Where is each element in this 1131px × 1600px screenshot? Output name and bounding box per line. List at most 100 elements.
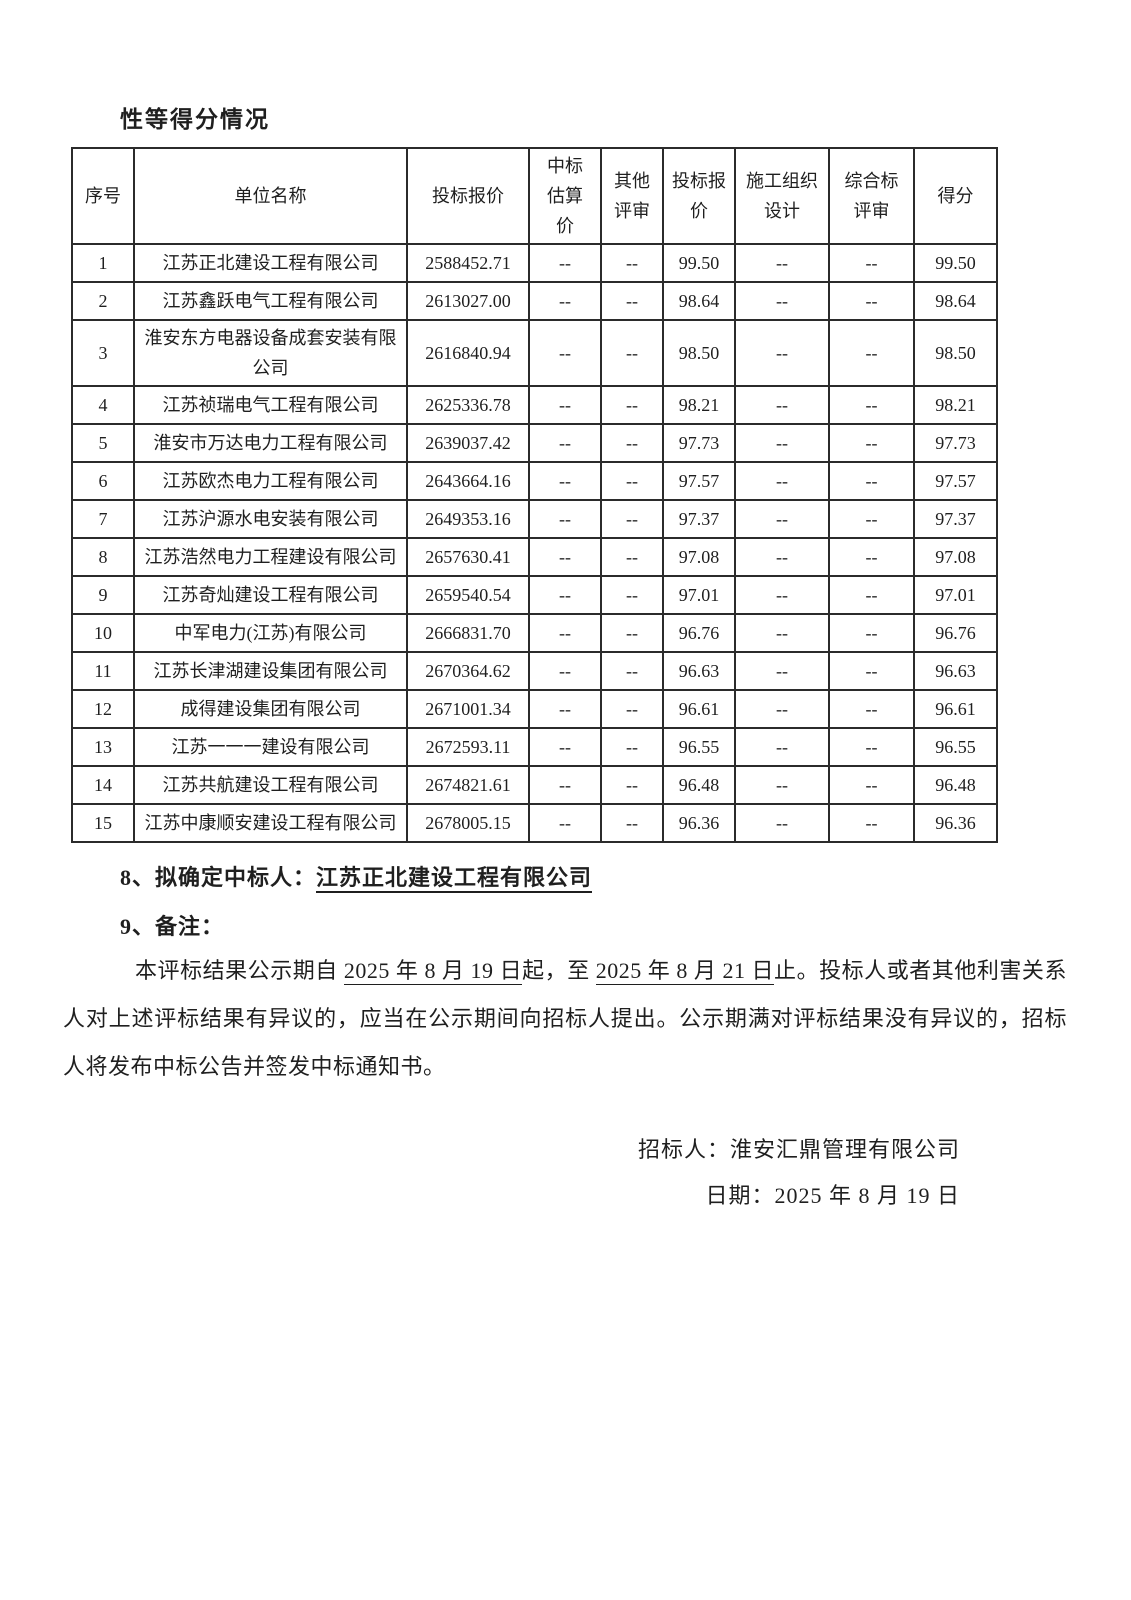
table-cell: --: [600, 575, 664, 615]
table-cell: 97.08: [913, 537, 998, 577]
table-cell: 98.21: [913, 385, 998, 425]
table-cell: 14: [71, 765, 135, 805]
table-cell: 5: [71, 423, 135, 463]
table-cell: 2672593.11: [406, 727, 530, 767]
table-cell: --: [828, 281, 915, 321]
table-cell: 96.63: [662, 651, 736, 691]
table-row: 14 江苏共航建设工程有限公司 2674821.61 -- -- 96.48 -- -- 96.…: [71, 765, 998, 805]
table-cell: 7: [71, 499, 135, 539]
table-cell: 2671001.34: [406, 689, 530, 729]
remark-label: 9、备注：: [120, 914, 225, 939]
table-cell: 97.08: [662, 537, 736, 577]
table-cell: 江苏欧杰电力工程有限公司: [133, 461, 408, 501]
table-cell: --: [828, 461, 915, 501]
table-cell: --: [528, 765, 602, 805]
table-cell: 97.73: [662, 423, 736, 463]
table-cell: 江苏中康顺安建设工程有限公司: [133, 803, 408, 843]
table-row: 2 江苏鑫跃电气工程有限公司 2613027.00 -- -- 98.64 -- -- 98.6…: [71, 281, 998, 321]
table-row: 10 中军电力(江苏)有限公司 2666831.70 -- -- 96.76 -- -- 96.…: [71, 613, 998, 653]
table-cell: --: [600, 613, 664, 653]
table-cell: 96.61: [662, 689, 736, 729]
header-construction-org-design: 施工组织 设计: [734, 147, 830, 245]
signature-block: 招标人：淮安汇鼎管理有限公司 日期：2025 年 8 月 19 日: [0, 1127, 1131, 1219]
publicity-start-date: 2025 年 8 月 19 日: [343, 958, 523, 985]
winner-line: 8、拟确定中标人：江苏正北建设工程有限公司: [120, 860, 1131, 893]
table-cell: --: [528, 499, 602, 539]
table-cell: --: [600, 727, 664, 767]
table-header: 序号 单位名称 投标报价 中标 估算 价 其他 评审 投标报 价 施工组织 设计…: [71, 147, 998, 245]
table-cell: --: [734, 319, 830, 387]
table-cell: --: [528, 613, 602, 653]
table-cell: --: [600, 461, 664, 501]
table-cell: 淮安东方电器设备成套安装有限公司: [133, 319, 408, 387]
table-cell: 97.01: [662, 575, 736, 615]
table-row: 3 淮安东方电器设备成套安装有限公司 2616840.94 -- -- 98.50 -- --…: [71, 319, 998, 387]
table-cell: 96.48: [913, 765, 998, 805]
table-cell: 97.73: [913, 423, 998, 463]
table-cell: --: [734, 727, 830, 767]
table-cell: --: [600, 385, 664, 425]
table-cell: --: [734, 499, 830, 539]
table-cell: 98.64: [662, 281, 736, 321]
table-cell: 97.37: [662, 499, 736, 539]
table-cell: --: [528, 385, 602, 425]
table-cell: 96.76: [662, 613, 736, 653]
table-cell: --: [828, 727, 915, 767]
header-winning-estimate: 中标 估算 价: [528, 147, 602, 245]
table-cell: --: [734, 689, 830, 729]
table-cell: --: [600, 423, 664, 463]
table-cell: 2657630.41: [406, 537, 530, 577]
table-cell: --: [528, 727, 602, 767]
header-company-name: 单位名称: [133, 147, 408, 245]
table-cell: --: [828, 499, 915, 539]
table-cell: --: [828, 385, 915, 425]
table-cell: 98.50: [913, 319, 998, 387]
table-cell: 97.37: [913, 499, 998, 539]
table-cell: --: [528, 243, 602, 283]
table-row: 12 成得建设集团有限公司 2671001.34 -- -- 96.61 -- -- 96.61: [71, 689, 998, 729]
table-cell: 江苏鑫跃电气工程有限公司: [133, 281, 408, 321]
remark-text-1: 本评标结果公示期自: [135, 958, 344, 983]
table-cell: 成得建设集团有限公司: [133, 689, 408, 729]
table-cell: 江苏共航建设工程有限公司: [133, 765, 408, 805]
table-cell: 98.21: [662, 385, 736, 425]
table-cell: 淮安市万达电力工程有限公司: [133, 423, 408, 463]
table-cell: 2: [71, 281, 135, 321]
table-cell: 2625336.78: [406, 385, 530, 425]
table-cell: 96.55: [913, 727, 998, 767]
table-cell: 12: [71, 689, 135, 729]
table-cell: --: [600, 319, 664, 387]
table-body: 1 江苏正北建设工程有限公司 2588452.71 -- -- 99.50 -- -- 99.5…: [71, 243, 998, 843]
table-cell: 96.63: [913, 651, 998, 691]
table-cell: 8: [71, 537, 135, 577]
table-row: 7 江苏沪源水电安装有限公司 2649353.16 -- -- 97.37 -- -- 97.3…: [71, 499, 998, 539]
table-row: 13 江苏一一一建设有限公司 2672593.11 -- -- 96.55 -- -- 96.5…: [71, 727, 998, 767]
table-cell: 13: [71, 727, 135, 767]
table-cell: --: [528, 423, 602, 463]
table-cell: --: [734, 575, 830, 615]
table-cell: 98.64: [913, 281, 998, 321]
table-cell: --: [828, 423, 915, 463]
table-cell: --: [528, 537, 602, 577]
table-cell: 99.50: [913, 243, 998, 283]
table-row: 1 江苏正北建设工程有限公司 2588452.71 -- -- 99.50 -- -- 99.5…: [71, 243, 998, 283]
table-cell: --: [828, 243, 915, 283]
table-cell: --: [828, 575, 915, 615]
table-cell: 96.36: [662, 803, 736, 843]
table-row: 6 江苏欧杰电力工程有限公司 2643664.16 -- -- 97.57 -- -- 97.5…: [71, 461, 998, 501]
header-bid-price: 投标报价: [406, 147, 530, 245]
table-cell: --: [828, 803, 915, 843]
table-cell: --: [600, 537, 664, 577]
header-serial-no: 序号: [71, 147, 135, 245]
date-line: 日期：2025 年 8 月 19 日: [705, 1183, 960, 1208]
header-score: 得分: [913, 147, 998, 245]
table-cell: 1: [71, 243, 135, 283]
table-cell: 江苏长津湖建设集团有限公司: [133, 651, 408, 691]
remark-text-3: 止。投标人或者其他利害关系人对上述评标结果有异议的，应当在公示期间向招标人提出。…: [63, 958, 1067, 1079]
table-cell: --: [734, 461, 830, 501]
table-cell: --: [600, 499, 664, 539]
winner-company-name: 江苏正北建设工程有限公司: [316, 865, 593, 893]
table-row: 15 江苏中康顺安建设工程有限公司 2678005.15 -- -- 96.36 -- -- 9…: [71, 803, 998, 843]
table-cell: --: [600, 281, 664, 321]
table-cell: 2588452.71: [406, 243, 530, 283]
